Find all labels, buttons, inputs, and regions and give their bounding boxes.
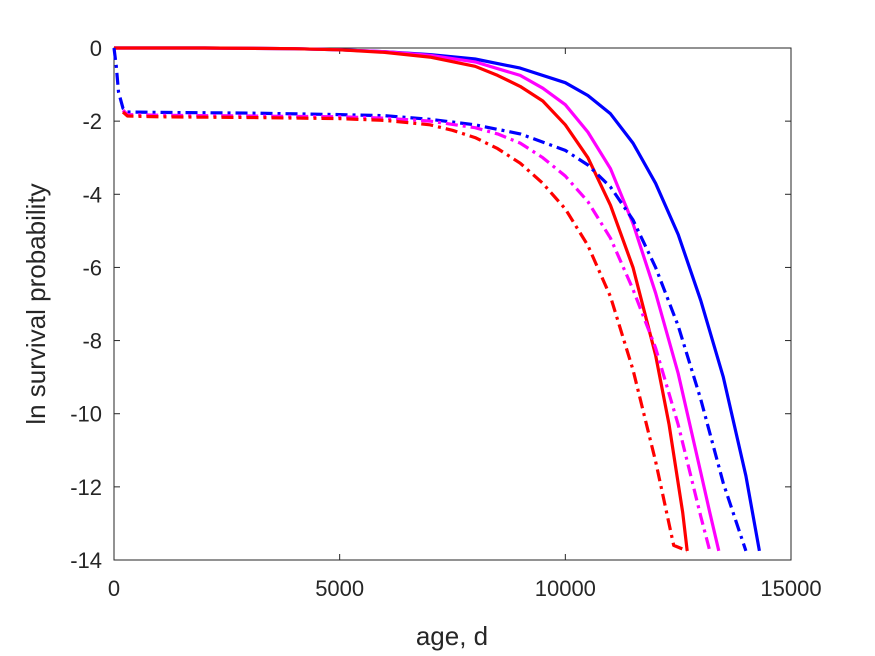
y-tick-label: -4	[82, 182, 102, 207]
y-tick-label: -8	[82, 329, 102, 354]
series-line-6-dashdot	[121, 110, 688, 553]
x-tick-label: 10000	[535, 576, 596, 601]
y-tick-label: -10	[70, 402, 102, 427]
y-tick-label: -12	[70, 475, 102, 500]
y-tick-label: -14	[70, 548, 102, 573]
series-line-3-solid	[114, 46, 689, 552]
x-tick-label: 5000	[315, 576, 364, 601]
y-tick-label: -2	[82, 109, 102, 134]
y-tick-label: -6	[82, 255, 102, 280]
x-axis-title: age, d	[416, 621, 488, 651]
y-tick-label: 0	[90, 36, 102, 61]
x-tick-label: 0	[108, 576, 120, 601]
y-axis-title: ln survival probability	[21, 183, 51, 424]
x-tick-label: 15000	[760, 576, 821, 601]
series-line-4-dashdot	[112, 47, 748, 552]
